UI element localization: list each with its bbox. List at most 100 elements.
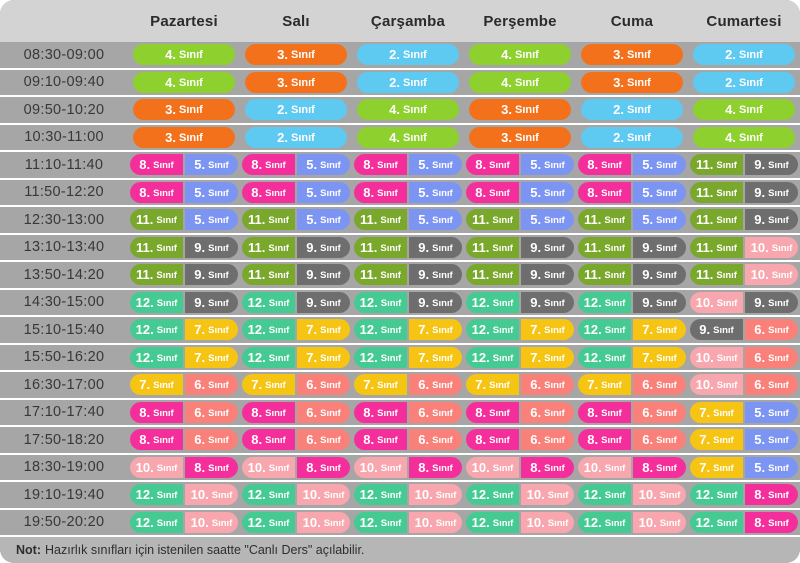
class-pill-word: Sınıf (515, 104, 539, 117)
class-pill-number: 10. (190, 514, 209, 530)
class-pill: 12. Sınıf (466, 346, 519, 368)
schedule-cell: 12. Sınıf 9. Sınıf (128, 291, 240, 313)
class-pill: 10. Sınıf (633, 511, 686, 533)
schedule-cell: 11. Sınıf 9. Sınıf (688, 154, 800, 176)
class-pill-number: 12. (583, 514, 602, 530)
class-pill-word: Sınıf (320, 407, 341, 419)
class-pill-number: 8. (587, 404, 599, 420)
schedule-cell: 12. Sınıf 7. Sınıf (352, 319, 464, 341)
class-pill-word: Sınıf (320, 380, 341, 392)
class-pill-word: Sınıf (291, 49, 315, 62)
schedule-cell: 12. Sınıf 10. Sınıf (240, 511, 352, 533)
class-pill-word: Sınıf (656, 160, 677, 172)
time-slot-label: 14:30-15:00 (23, 294, 105, 311)
class-pill: 4. Sınıf (357, 99, 459, 121)
class-pill: 9. Sınıf (185, 236, 238, 258)
class-pill-word: Sınıf (659, 517, 681, 529)
class-pill: 11. Sınıf (130, 209, 183, 231)
schedule-cell: 8. Sınıf 5. Sınıf (128, 181, 240, 203)
class-pill-word: Sınıf (432, 242, 453, 254)
class-pill: 8. Sınıf (354, 429, 407, 451)
class-pill-number: 5. (194, 184, 206, 200)
class-pill: 8. Sınıf (578, 401, 631, 423)
class-pill-number: 6. (306, 404, 318, 420)
class-pill-number: 12. (471, 487, 490, 503)
class-pill-number: 8. (251, 404, 263, 420)
class-pill-word: Sınıf (320, 160, 341, 172)
class-pill-word: Sınıf (489, 435, 510, 447)
table-row: 19:10-19:40 12. Sınıf 10. Sınıf 12. Sınıf 10. Sı… (0, 480, 800, 508)
class-pill-word: Sınıf (544, 242, 565, 254)
class-pill-word: Sınıf (716, 490, 738, 502)
class-pill: 7. Sınıf (690, 401, 743, 423)
time-slot-label: 17:50-18:20 (23, 431, 105, 448)
class-pill-word: Sınıf (377, 187, 398, 199)
class-pill-word: Sınıf (716, 187, 737, 199)
schedule-cell: 8. Sınıf 5. Sınıf (576, 154, 688, 176)
class-pill: 6. Sınıf (185, 401, 238, 423)
class-pill-number: 10. (471, 459, 490, 475)
schedule-cell: 2. Sınıf (352, 71, 464, 93)
class-pill-word: Sınıf (377, 380, 398, 392)
class-pill-number: 12. (359, 514, 378, 530)
class-pill-number: 3. (165, 129, 176, 145)
schedule-cell: 7. Sınıf 6. Sınıf (352, 374, 464, 396)
class-pill-word: Sınıf (716, 380, 738, 392)
schedule-cell: 2. Sınıf (240, 126, 352, 148)
class-pill-word: Sınıf (156, 490, 178, 502)
class-pill: 5. Sınıf (745, 456, 798, 478)
class-pill-number: 8. (754, 487, 766, 503)
time-slot-label: 09:50-10:20 (23, 101, 105, 118)
class-pill-number: 8. (475, 432, 487, 448)
class-pill-number: 3. (277, 47, 288, 63)
class-pill-number: 8. (587, 184, 599, 200)
class-pill-word: Sınıf (547, 490, 569, 502)
class-pill: 7. Sınıf (130, 374, 183, 396)
class-pill: 8. Sınıf (354, 181, 407, 203)
class-pill-word: Sınıf (208, 352, 229, 364)
class-pill: 5. Sınıf (633, 181, 686, 203)
class-pill: 12. Sınıf (242, 511, 295, 533)
class-pill: 2. Sınıf (245, 99, 347, 121)
class-pill-number: 12. (695, 514, 714, 530)
table-row: 10:30-11:00 3. Sınıf 2. Sınıf 4. Sınıf 3. Sınıf 2… (0, 122, 800, 150)
schedule-cell: 12. Sınıf 10. Sınıf (240, 484, 352, 506)
class-pill-number: 6. (642, 404, 654, 420)
class-pill: 2. Sınıf (693, 71, 795, 93)
class-pill-word: Sınıf (320, 297, 341, 309)
class-pill-word: Sınıf (768, 462, 789, 474)
schedule-cell: 8. Sınıf 5. Sınıf (240, 154, 352, 176)
class-pill-number: 2. (613, 102, 624, 118)
class-pill-word: Sınıf (320, 242, 341, 254)
class-pill-number: 9. (194, 267, 206, 283)
class-pill: 2. Sınıf (693, 44, 795, 66)
class-pill-word: Sınıf (768, 215, 789, 227)
class-pill: 11. Sınıf (466, 209, 519, 231)
schedule-cell: 3. Sınıf (576, 44, 688, 66)
class-pill-word: Sınıf (739, 49, 763, 62)
class-pill-number: 5. (754, 432, 766, 448)
class-pill-word: Sınıf (265, 435, 286, 447)
class-pill-number: 8. (642, 459, 654, 475)
class-pill: 7. Sınıf (297, 319, 350, 341)
class-pill-word: Sınıf (492, 490, 514, 502)
note-label: Not: (16, 543, 41, 557)
class-pill-number: 6. (194, 404, 206, 420)
time-slot-label: 16:30-17:00 (23, 376, 105, 393)
schedule-cell: 3. Sınıf (128, 126, 240, 148)
class-pill-number: 11. (136, 239, 154, 255)
class-pill: 5. Sınıf (633, 209, 686, 231)
schedule-cell: 4. Sınıf (464, 71, 576, 93)
class-pill: 9. Sınıf (521, 291, 574, 313)
class-pill-number: 9. (306, 267, 318, 283)
schedule-cell: 2. Sınıf (688, 71, 800, 93)
schedule-cell: 4. Sınıf (688, 126, 800, 148)
class-pill-word: Sınıf (156, 462, 178, 474)
class-pill-word: Sınıf (380, 490, 402, 502)
class-pill-number: 8. (418, 459, 430, 475)
class-pill-number: 7. (306, 349, 318, 365)
class-pill: 12. Sınıf (578, 319, 631, 341)
table-row: 11:10-11:40 8. Sınıf 5. Sınıf 8. Sınıf 5. Sınıf 8… (0, 150, 800, 178)
table-row: 09:10-09:40 4. Sınıf 3. Sınıf 2. Sınıf 4. Sınıf 3… (0, 67, 800, 95)
class-pill-word: Sınıf (604, 490, 626, 502)
